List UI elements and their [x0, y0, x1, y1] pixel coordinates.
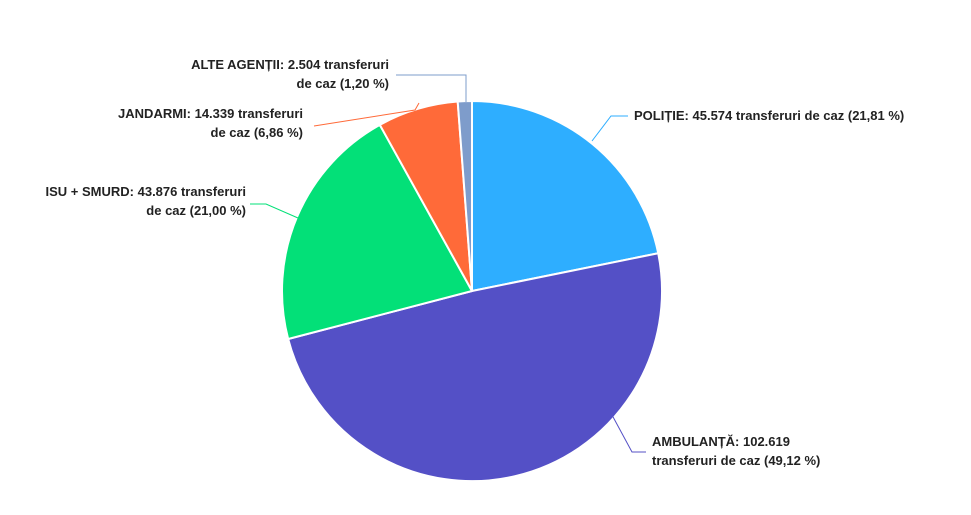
slice-labels: POLIȚIE: 45.574 transferuri de caz (21,8… [46, 57, 905, 468]
slice-label-line: de caz (6,86 %) [211, 125, 304, 140]
slice-label-line: ISU + SMURD: 43.876 transferuri [46, 184, 246, 199]
slice-label: ALTE AGENȚII: 2.504 transferuri de caz (1… [191, 57, 389, 91]
pie-slice-isu-smurd [281, 123, 473, 340]
leader-line [591, 115, 628, 142]
slice-label-line: POLIȚIE: 45.574 transferuri de caz (21,8… [634, 108, 904, 123]
slice-label: AMBULANȚĂ: 102.619 transferuri de caz (49… [652, 434, 820, 468]
leader-line [611, 414, 646, 453]
slice-label-line: de caz (21,00 %) [146, 203, 246, 218]
pie-slice-poli-ie [471, 100, 660, 292]
slice-label: JANDARMI: 14.339 transferuri de caz (6,86… [118, 106, 303, 140]
slice-label: ISU + SMURD: 43.876 transferuri de caz (2… [46, 184, 246, 218]
pie-slices [281, 100, 663, 483]
slice-label-line: transferuri de caz (49,12 %) [652, 453, 820, 468]
pie-slice-ambulan [287, 252, 663, 483]
slice-label-line: JANDARMI: 14.339 transferuri [118, 106, 303, 121]
leader-line [250, 203, 299, 219]
slice-label-line: ALTE AGENȚII: 2.504 transferuri [191, 57, 389, 72]
leader-line [313, 102, 420, 127]
slice-label-line: de caz (1,20 %) [297, 76, 390, 91]
slice-label-line: AMBULANȚĂ: 102.619 [652, 434, 790, 449]
leader-lines [250, 74, 646, 453]
slice-label: POLIȚIE: 45.574 transferuri de caz (21,8… [634, 108, 904, 123]
pie-slice-alte-agen-ii [456, 100, 473, 292]
leader-line [396, 74, 467, 102]
